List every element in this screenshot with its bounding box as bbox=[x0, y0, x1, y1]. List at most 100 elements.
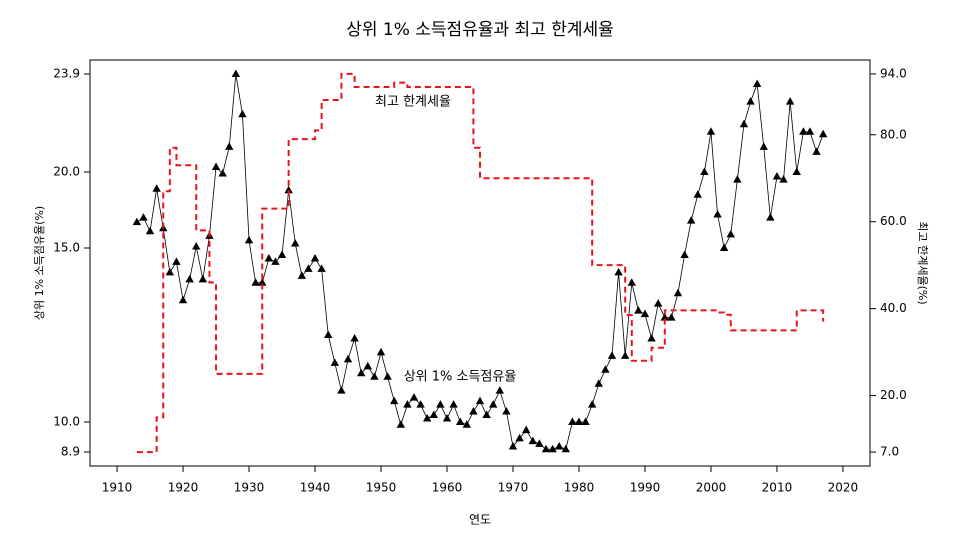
data-point bbox=[568, 417, 577, 425]
data-point bbox=[152, 184, 161, 192]
data-point bbox=[660, 313, 669, 321]
data-point bbox=[653, 299, 663, 307]
data-point bbox=[271, 257, 280, 265]
data-point bbox=[211, 162, 221, 170]
data-point bbox=[515, 433, 524, 442]
y-tick-label: 23.9 bbox=[53, 67, 80, 81]
data-point bbox=[284, 185, 293, 194]
data-point bbox=[607, 351, 617, 359]
plot-frame bbox=[89, 59, 871, 467]
data-point bbox=[766, 213, 775, 221]
x-tick-label: 2020 bbox=[828, 481, 859, 495]
data-point bbox=[640, 309, 650, 318]
x-tick-label: 1930 bbox=[234, 481, 265, 495]
data-point bbox=[310, 253, 320, 262]
series-line bbox=[136, 73, 824, 450]
data-point bbox=[535, 439, 544, 447]
data-point bbox=[192, 241, 201, 250]
x-tick-label: 1940 bbox=[300, 481, 331, 495]
data-point bbox=[350, 333, 359, 342]
data-point bbox=[475, 396, 485, 405]
x-tick-label: 1910 bbox=[102, 481, 133, 495]
data-point bbox=[680, 250, 689, 258]
data-point bbox=[442, 414, 452, 422]
data-point bbox=[218, 169, 227, 177]
y2-tick-label: 94.0 bbox=[880, 66, 907, 80]
data-point bbox=[165, 267, 175, 276]
data-point bbox=[390, 396, 399, 405]
data-point bbox=[482, 410, 491, 419]
data-point bbox=[416, 400, 425, 408]
data-point bbox=[337, 386, 346, 394]
data-point bbox=[554, 442, 564, 450]
data-point bbox=[251, 278, 260, 286]
data-point bbox=[581, 417, 590, 425]
data-point bbox=[700, 167, 709, 175]
data-point bbox=[396, 420, 406, 428]
data-point bbox=[739, 119, 749, 128]
x-axis-label: 연도 bbox=[469, 513, 491, 527]
x-tick-label: 1960 bbox=[432, 481, 463, 495]
data-point bbox=[627, 278, 636, 286]
data-point bbox=[706, 127, 716, 135]
data-point bbox=[587, 400, 597, 408]
y2-tick-label: 80.0 bbox=[880, 127, 907, 141]
x-tick-label: 1920 bbox=[168, 481, 199, 495]
data-point bbox=[357, 368, 366, 377]
y2-tick-label: 60.0 bbox=[880, 214, 907, 228]
series-annotation: 상위 1% 소득점유율 bbox=[404, 370, 517, 385]
data-point bbox=[719, 243, 729, 251]
data-point bbox=[244, 235, 254, 244]
data-point bbox=[528, 436, 537, 445]
data-point bbox=[383, 372, 392, 380]
data-point bbox=[693, 190, 702, 198]
series-line bbox=[136, 72, 825, 454]
data-point bbox=[614, 267, 623, 276]
data-point bbox=[185, 274, 194, 283]
data-point bbox=[726, 229, 735, 238]
y2-tick-label: 20.0 bbox=[880, 388, 907, 402]
data-point bbox=[805, 127, 815, 135]
data-point bbox=[812, 147, 821, 155]
series-annotation: 최고 한계세율 bbox=[375, 95, 451, 110]
data-point bbox=[746, 97, 755, 105]
data-point bbox=[462, 420, 472, 428]
data-point bbox=[541, 444, 551, 453]
data-point bbox=[145, 226, 155, 235]
data-point bbox=[752, 79, 762, 88]
data-point bbox=[574, 417, 584, 425]
data-point bbox=[634, 306, 643, 314]
data-point bbox=[686, 216, 696, 224]
data-point bbox=[317, 264, 326, 272]
y-tick-label: 10.0 bbox=[53, 415, 80, 429]
data-point bbox=[449, 400, 458, 408]
x-tick-label: 1970 bbox=[498, 481, 529, 495]
y2-tick-label: 40.0 bbox=[880, 301, 907, 315]
data-point bbox=[429, 410, 439, 419]
data-point bbox=[363, 361, 373, 370]
data-point bbox=[799, 127, 808, 135]
y-tick-label: 15.0 bbox=[53, 241, 80, 255]
data-point bbox=[502, 407, 511, 415]
y-tick-label: 8.9 bbox=[61, 445, 80, 459]
data-point bbox=[759, 142, 768, 150]
data-point bbox=[277, 250, 287, 258]
data-point bbox=[779, 175, 788, 183]
data-point bbox=[132, 217, 142, 226]
data-point bbox=[713, 210, 722, 218]
y-tick-label: 20.0 bbox=[53, 165, 80, 179]
data-point bbox=[343, 354, 353, 363]
data-point bbox=[548, 444, 557, 453]
x-tick-label: 1950 bbox=[366, 481, 397, 495]
y2-axis-label: 최고 한계세율(%) bbox=[916, 221, 929, 304]
data-point bbox=[304, 264, 313, 272]
data-point bbox=[198, 274, 208, 283]
data-point bbox=[818, 129, 828, 138]
chart-title: 상위 1% 소득점유율과 최고 한계세율 bbox=[346, 20, 614, 40]
data-point bbox=[409, 393, 419, 401]
data-point bbox=[258, 278, 267, 286]
data-point bbox=[324, 330, 333, 338]
data-point bbox=[231, 69, 241, 77]
data-point bbox=[291, 238, 300, 247]
